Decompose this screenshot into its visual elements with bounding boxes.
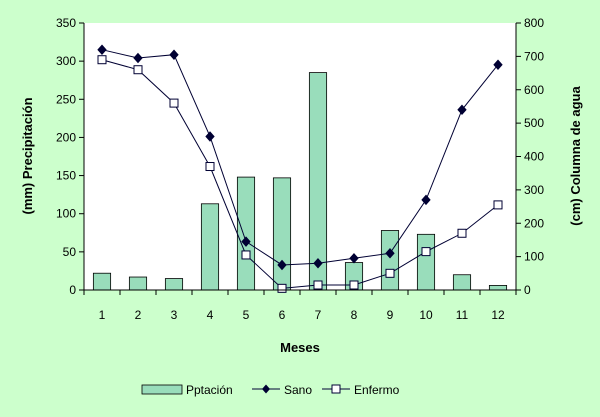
x-tick-label: 2 [135,308,142,322]
y-left-tick-label: 350 [56,16,76,30]
point-square [313,280,323,290]
x-axis-title: Meses [280,340,320,355]
x-tick-label: 8 [351,308,358,322]
bar [488,285,508,291]
point-square [205,162,215,172]
y-left-tick-label: 0 [69,283,76,297]
x-tick-label: 3 [171,308,178,322]
point-square [493,200,503,210]
y-right-axis-title: (cm) Columna de agua [568,86,583,226]
line-series [97,44,503,293]
point-square [97,55,107,65]
y-left-tick-label: 150 [56,169,76,183]
y-left-tick-label: 100 [56,207,76,221]
point-diamond [97,44,107,55]
point-diamond [385,248,395,259]
x-tick-label: 4 [207,308,214,322]
x-tick-label: 11 [456,308,469,322]
x-tick-label: 12 [491,308,505,322]
y-right-tick-label: 0 [524,283,531,297]
y-right-tick-label: 300 [524,183,544,197]
legend-marker-diamond [262,384,270,394]
x-tick-label: 10 [419,308,433,322]
y-right-tick-label: 100 [524,250,544,264]
point-square [349,280,359,290]
bar [308,72,328,291]
x-tick-label: 5 [243,308,250,322]
bar [164,278,184,291]
plot-area [84,23,516,290]
y-left-tick-label: 200 [56,130,76,144]
y-right-tick-label: 800 [524,16,544,30]
x-tick-label: 7 [315,308,322,322]
legend-marker-square [331,384,341,394]
bar [236,176,256,291]
legend-label: Enfermo [354,383,400,397]
y-right-tick-label: 500 [524,116,544,130]
bar [452,274,472,291]
x-tick-label: 1 [99,308,106,322]
point-diamond [313,258,323,269]
y-left-tick-label: 300 [56,54,76,68]
point-diamond [205,131,215,142]
legend: Pptación Sano Enfermo [141,383,400,397]
point-square [385,268,395,278]
point-diamond [133,52,143,64]
point-diamond [349,253,359,264]
axes: 0 50 100 150 200 250 300 350 0 100 200 300 400 500 600… [56,16,544,322]
point-diamond [277,259,287,271]
y-left-tick-label: 50 [63,245,77,259]
point-square [421,247,431,257]
point-diamond [169,49,179,60]
point-square [457,228,467,238]
series-line [101,49,499,266]
y-right-tick-label: 600 [524,83,544,97]
legend-label: Pptación [186,383,233,397]
y-right-tick-label: 200 [524,216,544,230]
point-diamond [241,236,251,247]
point-diamond [421,194,431,206]
y-left-tick-label: 250 [56,92,76,106]
legend-swatch-bar [141,384,183,395]
x-tick-label: 6 [279,308,286,322]
bar [416,233,436,291]
x-tick-label: 9 [387,308,394,322]
y-right-tick-label: 400 [524,150,544,164]
point-square [169,98,179,108]
y-left-axis-title: (mm) Precipitación [20,97,35,214]
point-square [241,250,251,260]
bar [380,230,400,291]
point-square [133,65,143,75]
legend-label: Sano [284,383,312,397]
bar [92,272,112,291]
point-diamond [457,104,467,116]
series-line [101,59,499,289]
point-diamond [493,59,503,70]
bar [128,276,148,291]
y-right-tick-label: 700 [524,49,544,63]
bar [272,177,292,291]
point-square [277,283,287,293]
bar [200,203,220,291]
